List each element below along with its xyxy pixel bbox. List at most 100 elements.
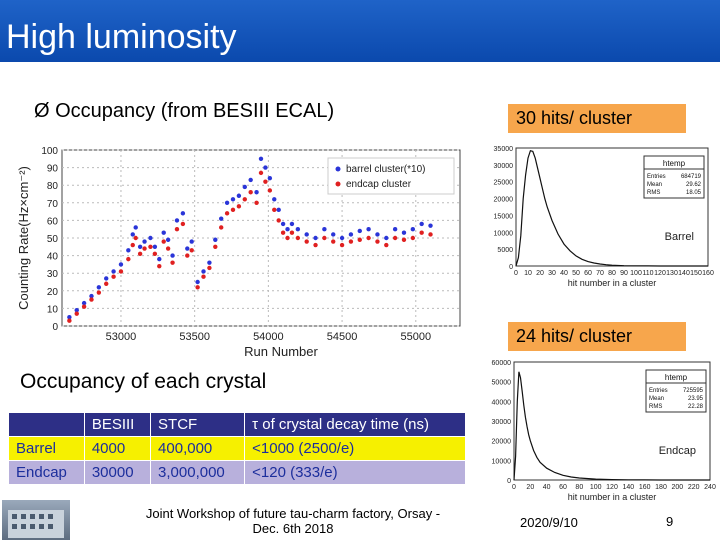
table-cell: Endcap	[8, 460, 85, 485]
x-tick-label: 53500	[179, 331, 210, 343]
endcap-point	[81, 304, 87, 309]
endcap-point	[258, 170, 264, 176]
x-tick-label: 120	[654, 270, 666, 277]
barrel-point	[81, 300, 87, 306]
barrel-point	[304, 232, 309, 237]
barrel-point	[230, 197, 236, 202]
stats-title: htemp	[665, 373, 688, 382]
barrel-point	[258, 156, 264, 161]
stats-key: RMS	[647, 190, 660, 196]
endcap-point	[104, 281, 109, 286]
stats-value: 23.95	[688, 396, 704, 402]
endcap-point	[152, 251, 158, 257]
stats-key: Entries	[649, 388, 668, 394]
table-row: Endcap 30000 3,000,000 <120 (333/e)	[8, 460, 466, 485]
y-tick-label: 0	[509, 264, 513, 271]
barrel-point	[242, 184, 247, 190]
endcap-point	[285, 235, 290, 241]
table-row: Barrel 4000 400,000 <1000 (2500/e)	[8, 436, 466, 461]
endcap-point	[375, 239, 380, 244]
legend-marker	[335, 166, 341, 172]
barrel-point	[170, 253, 175, 258]
histogram-line	[515, 149, 708, 267]
x-tick-label: 40	[543, 484, 551, 491]
barrel-point	[375, 232, 380, 237]
stats-box	[643, 155, 705, 199]
x-tick-label: 55000	[400, 331, 431, 343]
barrel-point	[104, 276, 109, 281]
barrel-point	[195, 279, 200, 285]
x-tick-label: 80	[608, 270, 616, 277]
barrel-point	[236, 193, 242, 198]
y-tick-label: 20000	[492, 439, 512, 446]
y-tick-label: 90	[47, 164, 59, 175]
barrel-point	[392, 227, 398, 232]
table-cell: Barrel	[8, 436, 85, 461]
x-tick-label: 100	[630, 270, 642, 277]
x-tick-label: 110	[642, 270, 653, 277]
y-tick-label: 40000	[492, 399, 512, 406]
barrel-point	[267, 175, 273, 181]
barrel-point	[289, 221, 295, 227]
y-axis-label: Counting Rate(Hz×cm⁻²)	[16, 166, 31, 310]
legend-marker	[335, 181, 341, 187]
barrel-point	[74, 307, 79, 313]
barrel-point	[263, 165, 268, 170]
endcap-point	[189, 248, 194, 253]
y-tick-label: 15000	[494, 213, 514, 220]
page-number: 9	[666, 514, 674, 529]
x-tick-label: 60	[559, 484, 567, 491]
barrel-point	[207, 260, 212, 265]
endcap-point	[339, 242, 345, 248]
endcap-point	[157, 263, 162, 269]
table-cell: 3,000,000	[150, 460, 246, 485]
bullet-marker-icon: Ø	[34, 100, 50, 122]
endcap-point	[289, 230, 295, 235]
table-header-cell: BESIII	[83, 412, 152, 437]
endcap-point	[295, 235, 301, 241]
y-tick-label: 60	[47, 216, 59, 227]
y-tick-label: 40	[47, 252, 59, 263]
x-tick-label: 180	[655, 484, 667, 491]
occupancy-table: BESIII STCF τ of crystal decay time (ns)…	[8, 412, 466, 485]
logo-image	[2, 500, 70, 540]
y-tick-label: 5000	[497, 247, 513, 254]
barrel-point	[130, 232, 135, 237]
barrel-point	[142, 239, 147, 244]
x-tick-label: 80	[575, 484, 583, 491]
endcap-point	[401, 237, 407, 242]
barrel-point	[219, 216, 224, 221]
stats-value: 29.62	[686, 182, 702, 188]
x-tick-label: 54000	[253, 331, 284, 343]
y-tick-label: 60000	[492, 360, 512, 367]
histogram-label: Endcap	[659, 445, 696, 457]
y-tick-label: 10000	[494, 230, 514, 237]
endcap-point	[207, 265, 212, 271]
endcap-point	[410, 235, 416, 241]
endcap-point	[89, 297, 94, 302]
x-tick-label: 0	[514, 270, 518, 277]
barrel-point	[224, 200, 230, 205]
legend-label: endcap cluster	[346, 179, 412, 190]
y-tick-label: 0	[52, 322, 58, 333]
y-tick-label: 70	[47, 199, 59, 210]
x-tick-label: 30	[548, 270, 556, 277]
x-tick-label: 70	[596, 270, 604, 277]
endcap-point	[272, 207, 277, 213]
barrel-point	[331, 232, 336, 237]
barrel-point	[428, 223, 433, 228]
endcap-point	[111, 274, 116, 279]
occupancy-heading: Occupancy of each crystal	[20, 370, 267, 393]
footer-date: 2020/9/10	[520, 515, 578, 530]
stats-value: 684719	[681, 174, 702, 180]
x-tick-label: 130	[666, 270, 678, 277]
table-cell: <120 (333/e)	[244, 460, 466, 485]
endcap-point	[180, 221, 186, 227]
barrel-point	[285, 227, 290, 232]
barrel-point	[189, 239, 194, 244]
endcap-point	[419, 230, 424, 235]
stats-value: 22.28	[688, 404, 704, 410]
table-header-cell	[8, 412, 85, 437]
histogram-line	[513, 371, 710, 481]
endcap-point	[170, 260, 175, 265]
